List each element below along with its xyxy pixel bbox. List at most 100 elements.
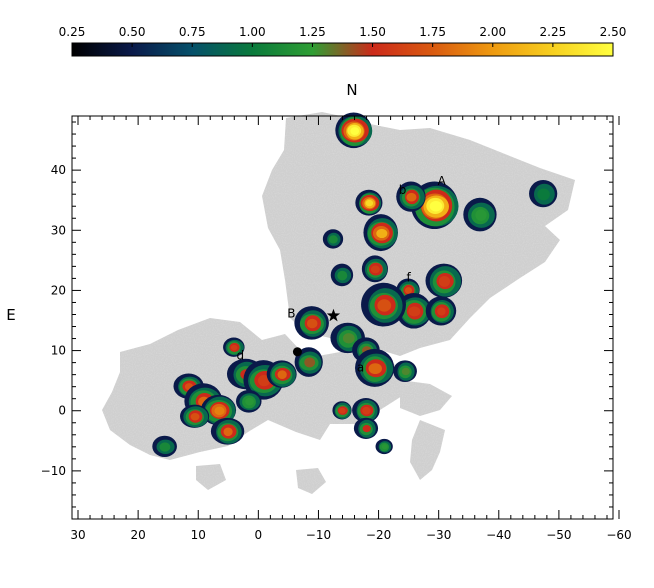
clump (210, 417, 245, 445)
clump (200, 394, 237, 426)
y-tick-label: 0 (58, 404, 66, 418)
clump-level (438, 275, 451, 287)
colorbar-tick-label: 0.25 (59, 25, 86, 39)
clump-level (408, 306, 421, 317)
y-tick-label: 40 (51, 163, 66, 177)
y-axis: −10 0 10 20 30 40 (41, 121, 613, 508)
clump-level (350, 127, 360, 135)
clump (463, 197, 497, 232)
clump-level (328, 235, 338, 244)
clump (410, 181, 459, 230)
x-tick-label: −20 (366, 528, 391, 542)
clump-level (368, 363, 382, 375)
clump-level (223, 427, 233, 437)
clump (352, 398, 380, 423)
clump (335, 112, 373, 149)
clump-level (377, 299, 392, 312)
clump (361, 255, 388, 283)
annotation-label: f (407, 270, 412, 284)
clump (322, 229, 344, 249)
clump (355, 189, 383, 216)
star-marker (326, 308, 341, 322)
x-tick-label: 0 (255, 528, 263, 542)
annotation-labels: Ab Bf d a (236, 174, 446, 374)
annotation-label: B (287, 307, 295, 321)
x-tick-label: −40 (486, 528, 511, 542)
clump-level (306, 318, 318, 329)
clump (529, 179, 558, 208)
clump (223, 337, 245, 357)
clump-level (230, 344, 238, 351)
clump-level (406, 192, 417, 202)
clump-level (339, 407, 346, 414)
clump-level (437, 307, 446, 316)
clump (235, 389, 262, 413)
clump (294, 306, 329, 340)
clump-level (190, 412, 200, 421)
x-tick-label: −30 (426, 528, 451, 542)
colorbar-tick-label: 1.25 (299, 25, 326, 39)
clump-level (362, 425, 371, 433)
markers (292, 308, 341, 357)
x-tick-label: −60 (606, 528, 631, 542)
x-tick-label: 30 (70, 528, 85, 542)
clump (330, 322, 365, 354)
clump-level (214, 406, 225, 416)
clump-level (342, 333, 355, 344)
y-tick-label: 10 (51, 344, 66, 358)
clump-level (475, 209, 487, 221)
clump-level (381, 444, 388, 450)
plot-area: Ab Bf d a 30 20 10 0 −10 −20 −30 −40 −50 −60 −10 0 10 2… (41, 110, 632, 542)
y-axis-title: E (6, 306, 15, 324)
clump-level (537, 188, 550, 201)
clump (353, 417, 379, 439)
colorbar-tick-label: 2.50 (600, 25, 627, 39)
colorbar-tick-label: 1.75 (419, 25, 446, 39)
y-tick-label: 30 (51, 223, 66, 237)
clump-level (401, 367, 410, 376)
clump-level (370, 265, 380, 274)
annotation-label: A (438, 174, 447, 188)
clump (393, 360, 417, 383)
y-tick-label: −10 (41, 464, 66, 478)
clump (396, 181, 426, 212)
x-axis: 30 20 10 0 −10 −20 −30 −40 −50 −60 (70, 116, 632, 542)
clumps (152, 112, 558, 458)
x-tick-label: −50 (546, 528, 571, 542)
clump (425, 296, 457, 326)
clump-level (304, 357, 316, 368)
colorbar-tick-label: 0.50 (119, 25, 146, 39)
clump (375, 438, 393, 455)
clump (266, 360, 297, 388)
clump (361, 282, 407, 327)
y-tick-label: 20 (51, 283, 66, 297)
clump-level (376, 228, 388, 239)
clump (294, 347, 323, 377)
x-axis-title: N (346, 81, 357, 99)
clump-level (429, 200, 443, 212)
annotation-label: b (399, 183, 407, 197)
clump-level (404, 287, 413, 294)
colorbar-gradient (71, 42, 614, 57)
clump (152, 435, 177, 458)
clump-level (365, 199, 374, 207)
clump (330, 263, 354, 287)
clump-level (257, 375, 271, 387)
dot-marker (292, 347, 302, 357)
clump (363, 214, 398, 252)
x-tick-label: −10 (306, 528, 331, 542)
annotation-label: a (357, 361, 364, 375)
colorbar-tick-label: 2.00 (479, 25, 506, 39)
x-tick-label: 20 (130, 528, 145, 542)
x-tick-label: 10 (191, 528, 206, 542)
colorbar-ticks: 0.25 0.50 0.75 1.00 1.25 1.50 1.75 2.00 2.25 2.50 (59, 25, 627, 47)
annotation-label: d (236, 349, 244, 363)
clump-level (245, 397, 254, 406)
clump (355, 348, 395, 387)
clump-level (362, 406, 371, 415)
clump-level (337, 270, 348, 281)
map-grain (100, 110, 580, 500)
colorbar-tick-label: 1.00 (239, 25, 266, 39)
clump-level (159, 442, 171, 452)
